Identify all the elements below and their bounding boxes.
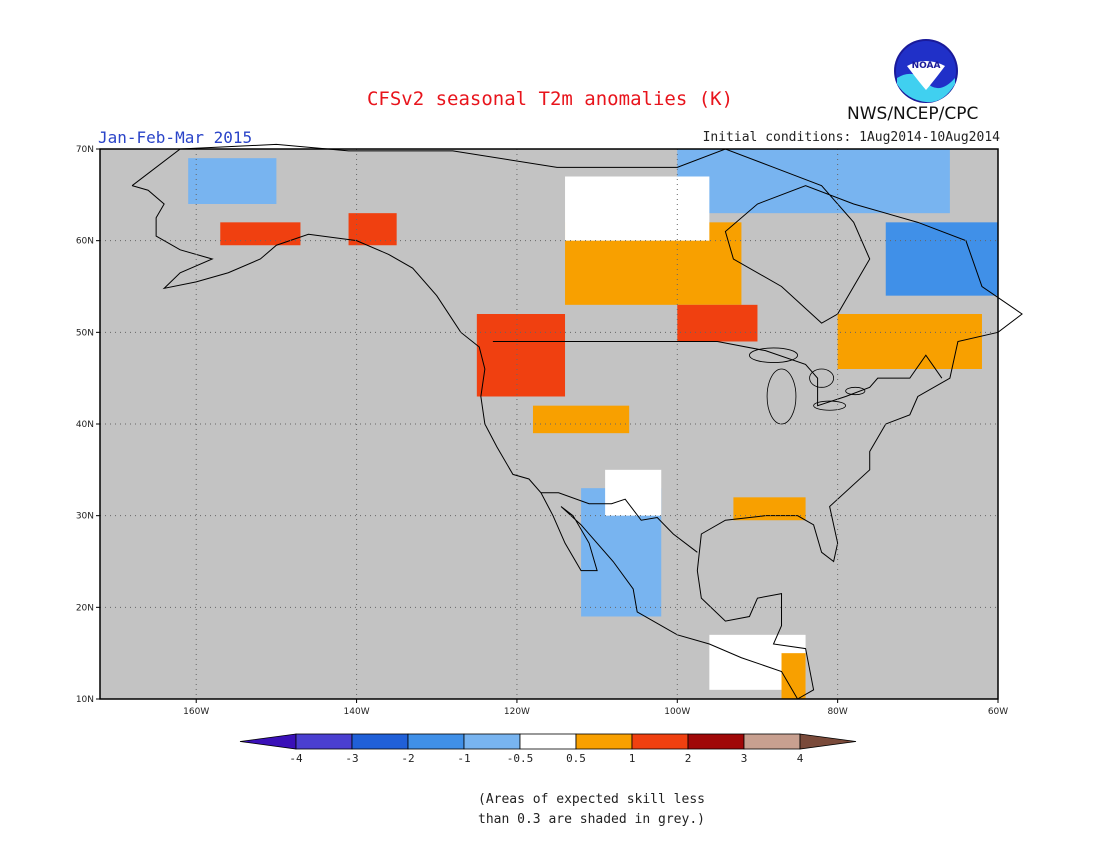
anomaly-region-gulf-coast	[733, 497, 806, 521]
lat-tick-label: 40N	[76, 420, 94, 430]
colorbar-segment	[463, 733, 521, 750]
anomaly-region-labrador	[885, 222, 998, 296]
anomaly-region-pacific-northwest	[476, 314, 566, 397]
colorbar-segment	[631, 733, 689, 750]
lat-tick-label: 30N	[76, 512, 94, 522]
lake-outline	[809, 368, 835, 388]
anomaly-region-alaska-north	[188, 158, 277, 204]
anomaly-region-ontario	[677, 304, 758, 342]
colorbar-segment	[575, 733, 633, 750]
colorbar-label: -1	[457, 752, 470, 765]
skill-note-line2: than 0.3 are shaded in grey.)	[478, 812, 705, 827]
colorbar-label: -4	[289, 752, 303, 765]
initial-conditions-label: Initial conditions: 1Aug2014-10Aug2014	[702, 130, 1000, 145]
colorbar-label: 2	[685, 752, 692, 765]
colorbar-segment	[295, 733, 353, 750]
us-mexico-border	[540, 492, 698, 553]
colorbar-low-arrow	[239, 733, 297, 750]
lake-outline	[749, 347, 798, 363]
period-label: Jan-Feb-Mar 2015	[98, 128, 253, 147]
lat-tick-label: 50N	[76, 328, 94, 338]
anomaly-region-texas-west	[605, 469, 662, 516]
lake-outline	[813, 400, 847, 411]
lon-tick-label: 140W	[344, 707, 370, 717]
svg-text:NOAA: NOAA	[912, 61, 941, 71]
agency-label: NWS/NCEP/CPC	[847, 104, 979, 124]
lat-tick-label: 10N	[76, 695, 94, 705]
anomaly-region-alaska-south-coast	[220, 222, 301, 246]
colorbar-high-arrow	[799, 733, 857, 750]
lon-tick-label: 120W	[504, 707, 530, 717]
anomaly-region-baffin	[677, 149, 950, 214]
colorbar-segment	[687, 733, 745, 750]
colorbar-label: 3	[741, 752, 748, 765]
anomaly-region-great-basin	[532, 405, 630, 434]
colorbar-segment	[407, 733, 465, 750]
colorbar-label: 1	[629, 752, 636, 765]
lat-tick-label: 70N	[76, 145, 94, 155]
map-frame	[99, 143, 1023, 700]
anomaly-region-quebec-south	[837, 314, 982, 369]
noaa-logo-icon: NOAA	[894, 39, 958, 103]
lon-tick-label: 100W	[664, 707, 690, 717]
coastline	[131, 143, 1023, 700]
colorbar: -4 -3 -2 -1 -0.5 0.5 1 2 3 4	[239, 733, 857, 765]
map-title: CFSv2 seasonal T2m anomalies (K)	[366, 88, 734, 110]
skill-note-line1: (Areas of expected skill less	[478, 792, 705, 807]
colorbar-segment	[743, 733, 801, 750]
lat-tick-label: 60N	[76, 237, 94, 247]
lat-tick-label: 20N	[76, 603, 94, 613]
colorbar-label: 4	[797, 752, 804, 765]
lon-tick-label: 80W	[827, 707, 847, 717]
lon-tick-label: 60W	[988, 707, 1008, 717]
lake-outline	[845, 386, 866, 396]
axis-ticks: 160W 140W 120W 100W 80W 60W 70N 60N 50N 40N 30N 20N…	[76, 145, 1008, 717]
colorbar-label: 0.5	[566, 752, 586, 765]
lake-outline	[766, 368, 797, 425]
colorbar-label: -2	[401, 752, 414, 765]
colorbar-label: -0.5	[507, 752, 534, 765]
anomaly-region-canada-north-white	[565, 176, 710, 241]
colorbar-segment	[351, 733, 409, 750]
lon-tick-label: 160W	[183, 707, 209, 717]
colorbar-label: -3	[345, 752, 358, 765]
colorbar-segment	[519, 733, 577, 750]
